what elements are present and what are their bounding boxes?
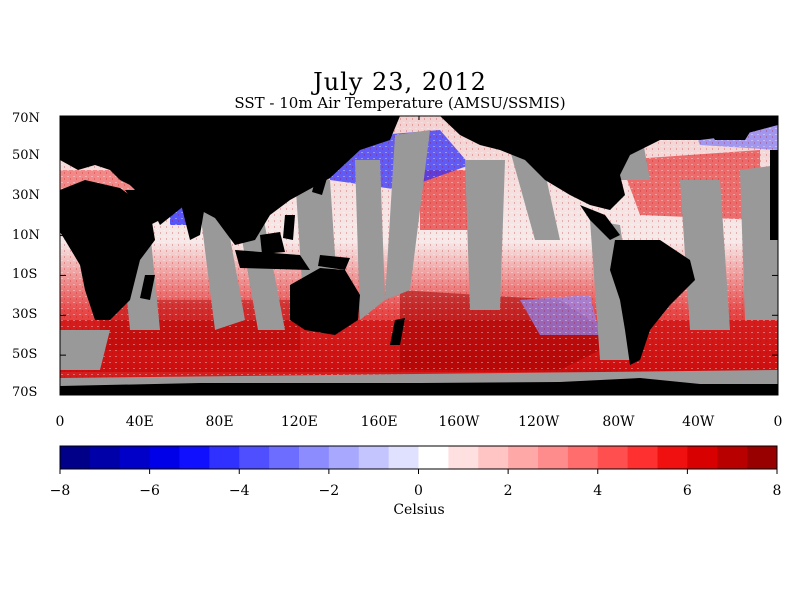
north-america-landmass [440,116,778,210]
latitude-label: 70S [12,385,38,400]
latitude-label: 70N [12,111,40,126]
colorbar-swatch [478,446,509,469]
colorbar-swatch [508,446,539,469]
india-landmass [180,200,205,240]
colorbar-swatch [209,446,240,469]
colorbar-tick-label: 8 [772,483,782,499]
longitude-label: 80E [205,414,234,430]
arabia-landmass [125,190,170,225]
australia-landmass [290,268,360,335]
colorbar-swatch [269,446,300,469]
longitude-label: 120W [518,414,560,430]
africa-landmass [60,180,155,320]
latitude-label: 10S [12,267,38,283]
latitude-label: 30S [12,307,38,323]
japan-landmass [312,168,330,195]
colorbar-swatch [597,446,629,469]
colorbar-tick-label: 4 [593,483,603,499]
philippines-landmass [283,215,295,240]
colorbar-tick-label: −8 [49,483,71,499]
longitude-label: 160E [360,414,398,430]
colorbar-tick-label: −6 [139,483,160,499]
indonesia-islands [235,250,310,270]
new-zealand-landmass [390,318,405,345]
colorbar-swatch [687,446,718,469]
new-guinea-landmass [318,255,350,270]
colorbar-swatch [89,446,121,469]
colorbar-tick-label: −4 [228,483,250,499]
latitude-label: 30N [12,187,40,203]
longitude-label: 0 [773,414,783,430]
colorbar-swatch [328,446,360,469]
central-america-landmass [580,205,620,240]
colorbar-tick-label: −2 [318,483,340,499]
colorbar [60,446,778,469]
longitude-label: 0 [55,414,65,430]
colorbar-swatch [149,446,180,469]
colorbar-tick-label: 2 [503,483,513,499]
latitude-label: 10N [12,227,40,243]
colorbar-swatch [239,446,270,469]
colorbar-swatch [388,446,419,469]
colorbar-swatch [717,446,748,469]
colorbar-swatch [448,446,479,469]
colorbar-swatch [657,446,688,469]
map-plot-area [60,116,778,395]
borneo-landmass [260,232,285,254]
longitude-label: 120E [280,414,318,430]
eurasia-landmass [60,116,400,245]
south-america-landmass [610,240,695,365]
colorbar-swatch [119,446,151,469]
map-title: July 23, 2012 [313,68,487,96]
land-masses [60,116,778,395]
longitude-label: 40W [682,414,715,430]
colorbar-swatch [538,446,569,469]
colorbar-ticks [59,469,778,474]
madagascar-landmass [140,275,155,300]
latitude-label: 50N [12,147,40,163]
colorbar-swatch [627,446,658,469]
map-subtitle: SST - 10m Air Temperature (AMSU/SSMIS) [234,94,566,112]
longitude-label: 160W [438,414,480,430]
colorbar-swatch [60,446,91,469]
latitude-label: 50S [12,347,38,363]
colorbar-swatch [747,446,778,469]
colorbar-swatch [179,446,210,469]
colorbar-swatch [567,446,599,469]
colorbar-swatch [358,446,390,469]
greenland-landmass [700,116,760,140]
colorbar-tick-label: 0 [414,483,423,499]
antarctica-landmass [60,378,778,395]
colorbar-tick-label: 6 [682,483,692,499]
longitude-label: 40E [125,414,154,430]
colorbar-units: Celsius [393,502,445,518]
longitude-label: 80W [602,414,635,430]
longitude-ticks [59,116,779,395]
europe-africa-east-edge [770,150,778,240]
colorbar-swatch [418,446,449,469]
colorbar-swatch [299,446,330,469]
latitude-ticks [60,118,778,394]
